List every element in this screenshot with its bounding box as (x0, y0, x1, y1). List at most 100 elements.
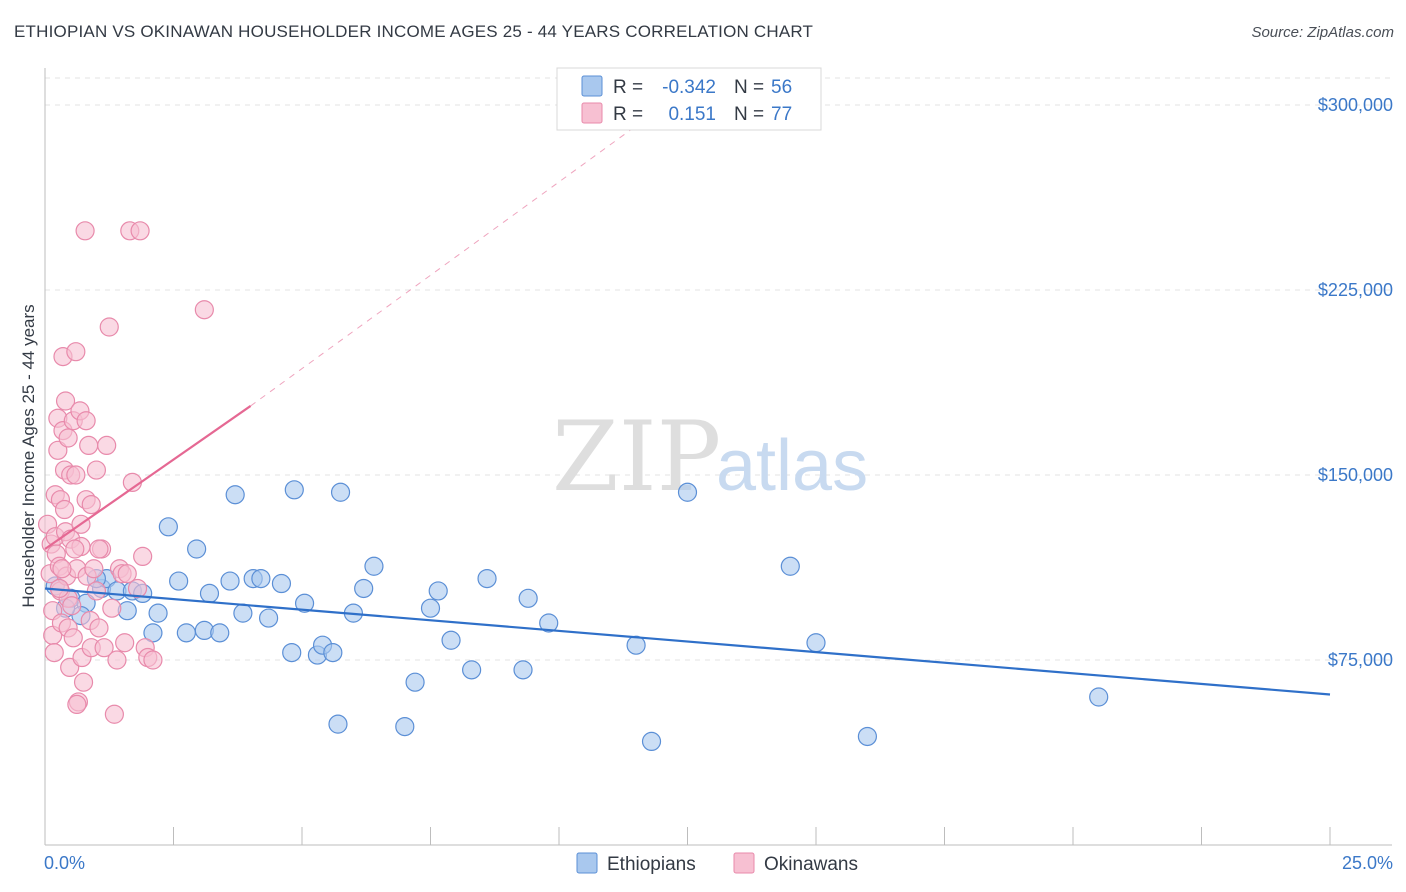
okinawan-point-36 (73, 672, 94, 692)
okinawan-point-26 (62, 596, 82, 616)
ethiopian-point-34 (354, 578, 374, 599)
okinawan-point-60 (127, 578, 148, 599)
bottom-legend-ethiopians: Ethiopians (607, 854, 696, 875)
ethiopian-point-26 (284, 480, 304, 500)
watermark: ZIP atlas (552, 401, 868, 513)
okinawan-point-71 (67, 694, 87, 715)
ethiopian-point-45 (539, 613, 559, 633)
okinawan-point-48 (94, 638, 114, 658)
legend-n-label-ethiopians: N = (734, 77, 764, 98)
legend-swatch-okinawans (581, 102, 603, 124)
okinawan-point-45 (86, 581, 107, 601)
okinawan-point-28 (63, 628, 83, 648)
okinawan-point-44 (84, 559, 104, 579)
ethiopian-point-39 (428, 581, 448, 601)
ethiopian-point-31 (328, 714, 348, 734)
okinawan-point-73 (81, 495, 101, 515)
y-tick-label-1: $150,000 (1318, 465, 1393, 485)
ethiopian-point-36 (395, 716, 415, 737)
source-label: Source: ZipAtlas.com (1251, 24, 1394, 41)
ethiopian-point-35 (364, 556, 384, 576)
okinawan-point-30 (66, 465, 86, 485)
ethiopian-point-37 (405, 672, 425, 692)
okinawan-point-74 (86, 460, 107, 480)
axes (44, 68, 1392, 846)
watermark-atlas: atlas (716, 426, 868, 506)
ethiopian-point-30 (323, 642, 343, 663)
ethiopian-point-41 (462, 660, 482, 680)
okinawan-point-65 (143, 650, 163, 670)
stats-legend: R = -0.342 N = 56 R = 0.151 N = 77 (556, 67, 822, 131)
ethiopian-point-14 (187, 539, 207, 559)
ethiopian-point-9 (143, 623, 163, 643)
x-tick-labels: 0.0% 25.0% (44, 853, 1393, 873)
bottom-legend-swatch-ethiopians (576, 852, 598, 874)
okinawan-trend-line (44, 405, 252, 550)
x-tick-label-min: 0.0% (44, 853, 85, 873)
ethiopian-point-25 (282, 642, 302, 663)
ethiopian-point-32 (330, 482, 351, 502)
ethiopian-point-11 (158, 517, 178, 537)
okinawan-point-53 (107, 650, 127, 670)
okinawan-point-18 (55, 391, 76, 411)
bottom-legend-okinawans: Okinawans (764, 854, 858, 875)
legend-r-value-okinawans: 0.151 (668, 104, 716, 125)
okinawan-point-38 (76, 411, 96, 431)
y-tick-labels: $75,000 $150,000 $225,000 $300,000 (1318, 95, 1393, 670)
ethiopian-point-42 (477, 568, 497, 589)
okinawan-point-76 (58, 428, 78, 448)
ethiopian-point-23 (258, 608, 279, 628)
ethiopian-point-43 (513, 660, 533, 680)
legend-n-label-okinawans: N = (734, 104, 764, 125)
okinawan-point-29 (66, 342, 86, 362)
chart-title: ETHIOPIAN VS OKINAWAN HOUSEHOLDER INCOME… (14, 22, 814, 41)
ethiopian-point-50 (806, 633, 826, 653)
ethiopian-point-27 (294, 593, 315, 613)
trend-lines (44, 129, 1331, 696)
ethiopian-point-47 (641, 731, 662, 752)
okinawan-point-61 (130, 221, 150, 241)
okinawan-point-46 (89, 618, 109, 638)
okinawan-point-66 (194, 300, 214, 320)
series-legend: Ethiopians Okinawans (576, 852, 858, 875)
ethiopian-point-16 (199, 583, 220, 604)
ethiopian-point-44 (518, 588, 538, 608)
ethiopian-point-20 (233, 603, 253, 623)
legend-swatch-ethiopians (581, 75, 603, 97)
okinawan-trend-extension (250, 129, 632, 407)
bottom-legend-swatch-okinawans (733, 852, 755, 874)
ethiopian-point-12 (169, 571, 189, 591)
okinawan-point-67 (44, 642, 64, 663)
ethiopian-point-51 (857, 726, 878, 747)
okinawan-point-75 (89, 539, 109, 559)
legend-r-label-okinawans: R = (613, 104, 643, 125)
okinawan-point-51 (102, 598, 122, 618)
okinawan-point-17 (54, 499, 75, 520)
ethiopian-point-40 (441, 630, 461, 650)
okinawan-point-62 (133, 546, 153, 567)
legend-n-value-ethiopians: 56 (771, 77, 792, 98)
okinawan-point-50 (99, 317, 119, 337)
y-tick-label-3: $300,000 (1318, 95, 1393, 115)
okinawan-point-41 (79, 435, 99, 455)
okinawan-point-57 (117, 564, 137, 584)
ethiopian-point-18 (220, 571, 240, 591)
y-axis-label: Householder Income Ages 25 - 44 years (19, 304, 38, 607)
ethiopian-point-24 (271, 573, 292, 594)
legend-r-value-ethiopians: -0.342 (662, 77, 716, 98)
ethiopian-point-22 (251, 568, 271, 589)
ethiopian-point-46 (626, 635, 646, 655)
okinawan-point-70 (65, 539, 85, 559)
ethiopian-point-38 (420, 598, 441, 618)
ethiopian-point-49 (780, 556, 800, 576)
okinawan-point-8 (48, 440, 68, 460)
okinawan-point-37 (75, 221, 95, 241)
ethiopian-point-17 (210, 623, 230, 643)
okinawan-point-56 (115, 633, 135, 653)
ethiopian-point-10 (148, 603, 168, 623)
ethiopian-point-13 (176, 623, 196, 643)
okinawan-point-69 (52, 559, 72, 579)
ethiopian-trend-line (44, 587, 1331, 696)
okinawan-point-49 (97, 435, 117, 455)
